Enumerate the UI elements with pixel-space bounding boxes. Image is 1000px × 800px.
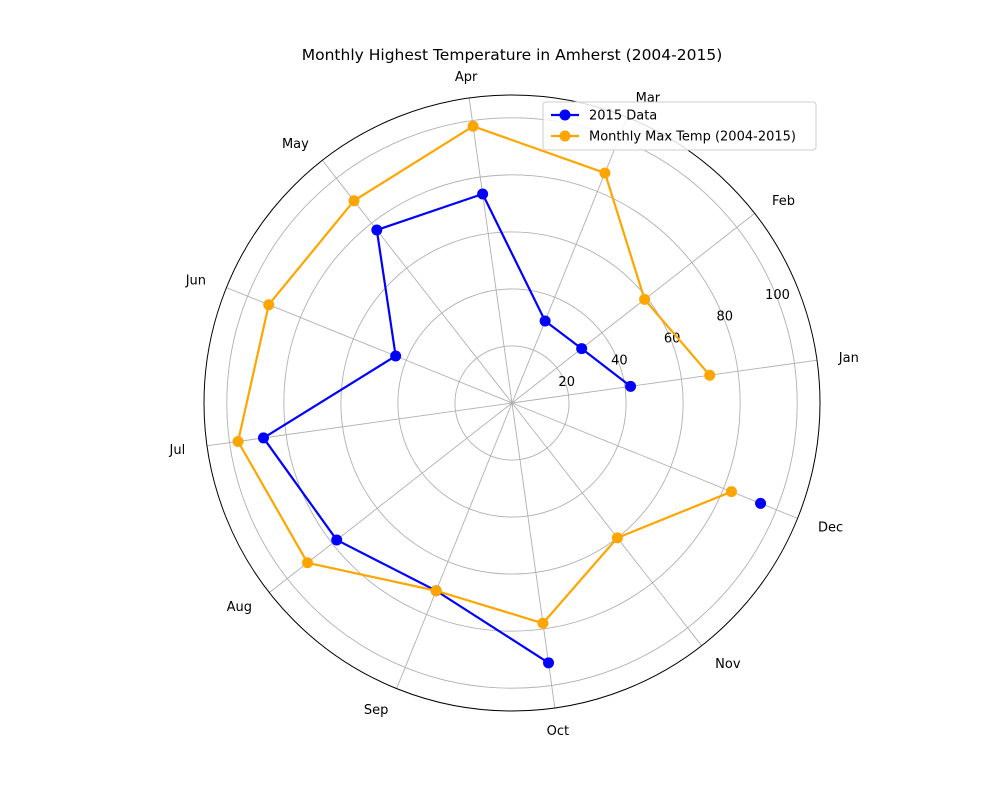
grid-spoke-feb [511,213,755,404]
series-2-point-aug [301,557,313,569]
radial-tick-label-80: 80 [717,310,734,325]
legend-entry-2: Monthly Max Temp (2004-2015) [589,130,796,145]
month-label-dec: Dec [818,521,843,536]
grid-spoke-oct [511,402,556,709]
month-label-aug: Aug [227,600,252,615]
series-1-point-aug [331,534,343,546]
grid-spoke-jul [206,402,513,447]
grid-circle-20 [454,345,570,461]
series-1-point-feb [576,343,588,355]
grid-spoke-dec [511,402,798,519]
grid-circle-60 [340,231,684,575]
series-2-point-oct [537,617,549,629]
legend-box [542,101,817,151]
series-2-point-dec [725,486,737,498]
month-label-apr: Apr [455,70,478,85]
series-2 [232,120,737,629]
series-2-point-apr [467,120,479,132]
month-label-jun: Jun [185,273,206,288]
series-1-point-may [371,224,383,236]
grid-spoke-jun [226,287,513,404]
month-label-jul: Jul [169,443,186,458]
month-label-may: May [282,137,309,152]
series-2-line-1 [236,125,732,625]
series-1-point-apr [477,188,489,200]
series-1-point-dec [755,497,767,509]
month-label-feb: Feb [772,194,795,209]
legend-entry-1: 2015 Data [589,109,657,124]
grid-circle-100 [226,117,798,689]
month-label-jan: Jan [838,351,859,366]
chart-title: Monthly Highest Temperature in Amherst (… [302,46,723,64]
polar-grid [203,94,821,712]
series-2-point-nov [611,532,623,544]
series-layer [232,120,767,669]
series-2-point-jun [263,299,275,311]
radial-tick-label-100: 100 [765,288,790,303]
series-2-point-jul [232,435,244,447]
grid-spoke-apr [468,97,513,404]
radial-tick-label-40: 40 [611,353,628,368]
series-2-point-may [348,195,360,207]
grid-spoke-mar [511,117,628,404]
series-2-point-sep [430,585,442,597]
grid-spoke-jan [511,359,818,404]
legend-marker-2 [559,130,571,142]
series-2-point-mar [599,167,611,179]
series-1-point-jun [390,350,402,362]
month-label-oct: Oct [547,724,569,739]
legend: 2015 Data Monthly Max Temp (2004-2015) [542,101,817,151]
grid-spoke-sep [396,402,513,689]
month-label-sep: Sep [364,703,389,718]
series-2-point-feb [639,293,651,305]
polar-frame [203,94,821,712]
series-2-point-jan [704,369,716,381]
axis-labels: 20406080100JanFebMarAprMayJunJulAugSepOc… [169,70,859,739]
grid-circle-40 [397,288,627,518]
series-1-point-jan [625,380,637,392]
series-1-point-mar [539,315,551,327]
grid-circle-80 [283,174,741,632]
series-1-point-oct [543,657,555,669]
series-1-point-jul [257,432,269,444]
radial-tick-label-20: 20 [558,375,575,390]
series-1 [257,188,767,669]
month-label-nov: Nov [715,657,741,672]
grid-spoke-nov [511,402,702,646]
series-1-line-1 [262,192,632,664]
legend-marker-1 [559,109,571,121]
